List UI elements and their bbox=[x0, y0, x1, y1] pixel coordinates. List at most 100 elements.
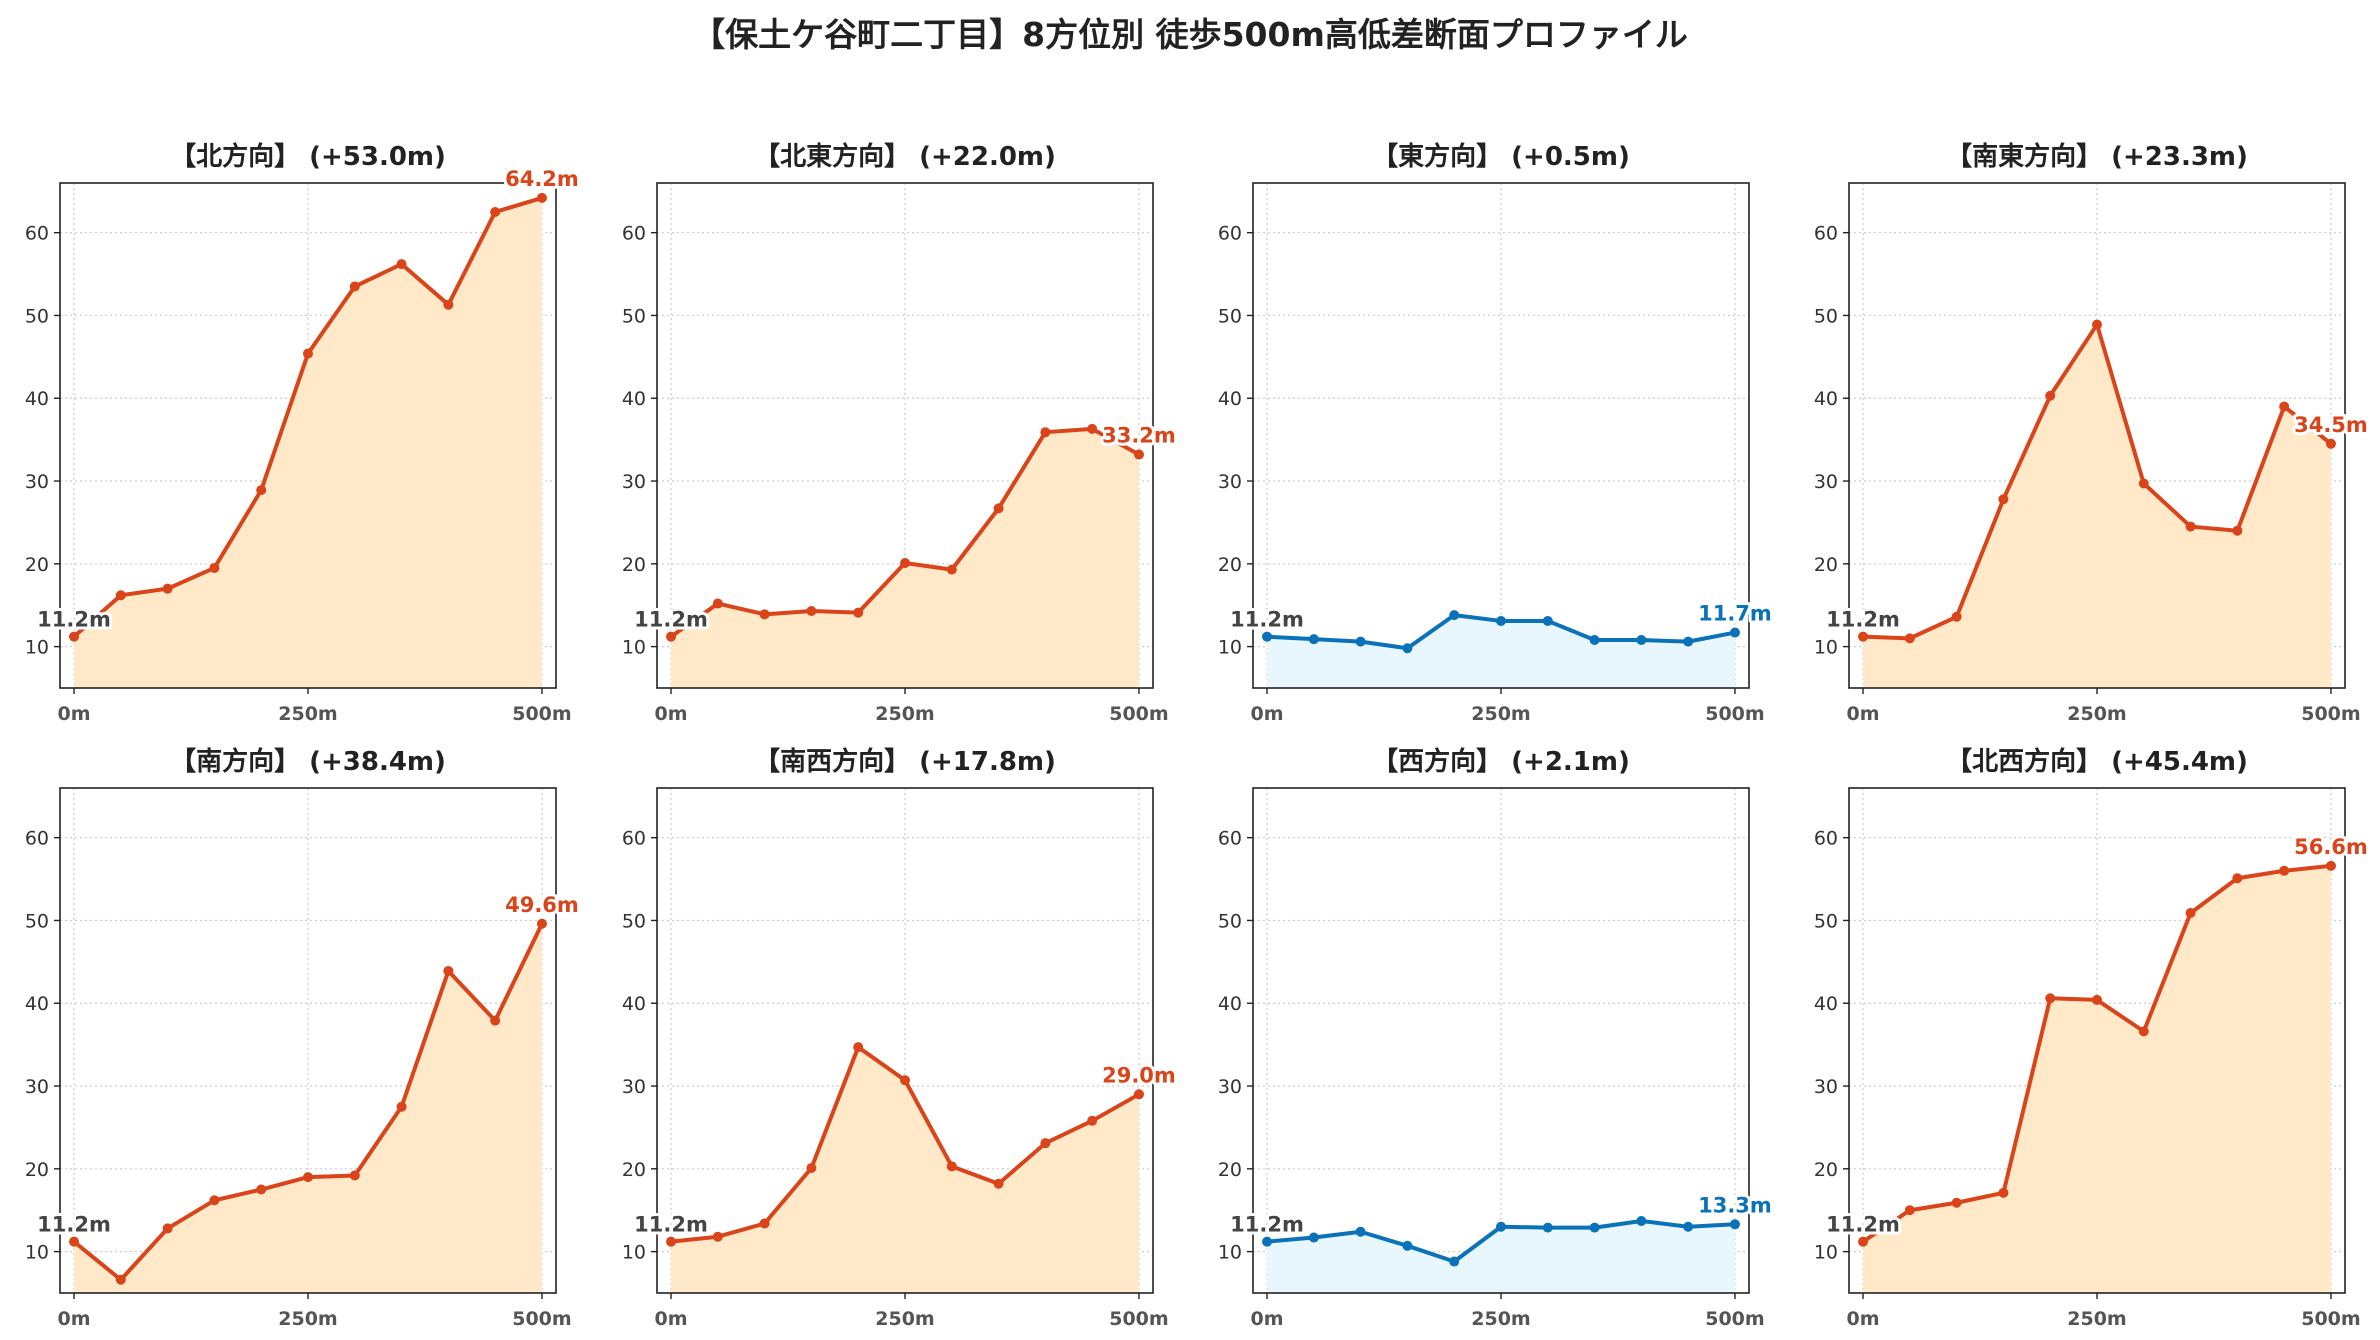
y-tick-label: 50 bbox=[1814, 305, 1838, 327]
y-tick-label: 20 bbox=[1218, 1159, 1242, 1181]
data-point bbox=[2325, 860, 2336, 871]
area-fill bbox=[1863, 324, 2331, 688]
y-tick-label: 30 bbox=[1814, 1076, 1838, 1098]
x-tick-label: 500m bbox=[1109, 1308, 1168, 1330]
chart-panel-4: 【南東方向】 (+23.3m) 10 20 30 40 50 60 0m 250m 500m 11.… bbox=[1814, 141, 2371, 725]
data-point bbox=[1951, 1197, 1962, 1208]
x-tick-label: 500m bbox=[2301, 703, 2360, 725]
area-fill bbox=[74, 197, 542, 688]
y-tick-label: 20 bbox=[1218, 554, 1242, 576]
data-point bbox=[443, 299, 454, 310]
data-point bbox=[2045, 390, 2056, 401]
data-point bbox=[1040, 1138, 1051, 1149]
x-tick-label: 250m bbox=[278, 703, 337, 725]
y-tick-label: 20 bbox=[1814, 554, 1838, 576]
y-tick-label: 60 bbox=[1218, 223, 1242, 245]
data-point bbox=[1636, 634, 1647, 645]
data-point bbox=[900, 1075, 910, 1086]
x-tick-label: 250m bbox=[875, 1308, 934, 1330]
data-point bbox=[1449, 610, 1460, 621]
y-tick-label: 40 bbox=[25, 993, 49, 1015]
start-value-label: 11.2m bbox=[1230, 608, 1304, 632]
y-tick-label: 20 bbox=[622, 554, 646, 576]
data-point bbox=[1998, 1187, 2009, 1198]
x-tick-label: 250m bbox=[2067, 703, 2126, 725]
y-tick-label: 30 bbox=[25, 1076, 49, 1098]
end-value-label: 13.3m bbox=[1698, 1193, 1772, 1217]
data-point bbox=[443, 965, 454, 976]
data-point bbox=[1858, 631, 1869, 642]
panel-title: 【北方向】 (+53.0m) bbox=[170, 141, 446, 172]
y-tick-label: 10 bbox=[1218, 1242, 1242, 1264]
data-point bbox=[1308, 634, 1319, 645]
data-point bbox=[1951, 611, 1962, 622]
chart-panel-7: 【西方向】 (+2.1m) 10 20 30 40 50 60 0m 250m 500m 11.2m… bbox=[1218, 746, 1775, 1330]
data-point bbox=[1998, 494, 2009, 505]
chart-panel-2: 【北東方向】 (+22.0m) 10 20 30 40 50 60 0m 250m 500m 11.… bbox=[622, 141, 1179, 725]
area-fill bbox=[671, 1047, 1139, 1293]
y-tick-label: 50 bbox=[25, 910, 49, 932]
data-point bbox=[993, 1178, 1004, 1189]
start-value-label: 11.2m bbox=[37, 608, 111, 632]
y-tick-label: 20 bbox=[1814, 1159, 1838, 1181]
y-tick-label: 10 bbox=[1814, 1242, 1838, 1264]
y-tick-label: 30 bbox=[622, 1076, 646, 1098]
data-point bbox=[162, 583, 173, 594]
panel-title: 【南東方向】 (+23.3m) bbox=[1946, 141, 2248, 172]
data-point bbox=[1402, 1240, 1413, 1251]
data-point bbox=[490, 1015, 501, 1026]
x-tick-label: 0m bbox=[1251, 1308, 1284, 1330]
chart-panel-3: 【東方向】 (+0.5m) 10 20 30 40 50 60 0m 250m 500m 11.2m… bbox=[1218, 141, 1775, 725]
x-tick-label: 0m bbox=[1847, 1308, 1880, 1330]
area-fill bbox=[1267, 615, 1735, 688]
data-point bbox=[1449, 1256, 1460, 1267]
data-point bbox=[1589, 634, 1600, 645]
data-point bbox=[853, 607, 864, 618]
area-fill bbox=[74, 923, 542, 1293]
data-point bbox=[993, 503, 1004, 514]
data-point bbox=[666, 1236, 677, 1247]
data-point bbox=[1040, 427, 1051, 438]
data-point bbox=[666, 631, 677, 642]
y-tick-label: 50 bbox=[622, 305, 646, 327]
data-point bbox=[115, 1274, 126, 1285]
y-tick-label: 40 bbox=[1814, 388, 1838, 410]
chart-panel-5: 【南方向】 (+38.4m) 10 20 30 40 50 60 0m 250m 500m 11.2… bbox=[25, 746, 582, 1330]
y-tick-label: 10 bbox=[25, 637, 49, 659]
x-tick-label: 250m bbox=[1471, 1308, 1530, 1330]
end-value-label: 11.7m bbox=[1698, 602, 1772, 626]
data-point bbox=[1542, 615, 1553, 626]
x-tick-label: 0m bbox=[1847, 703, 1880, 725]
data-point bbox=[209, 562, 220, 573]
data-point bbox=[1087, 1115, 1098, 1126]
x-tick-label: 500m bbox=[1109, 703, 1168, 725]
chart-panel-8: 【北西方向】 (+45.4m) 10 20 30 40 50 60 0m 250m 500m 11.… bbox=[1814, 746, 2371, 1330]
data-point bbox=[2092, 994, 2102, 1005]
data-point bbox=[759, 609, 770, 620]
x-tick-label: 500m bbox=[1705, 703, 1764, 725]
data-point bbox=[1904, 633, 1915, 644]
start-value-label: 11.2m bbox=[1230, 1213, 1304, 1237]
data-point bbox=[806, 606, 817, 617]
data-point bbox=[256, 485, 267, 496]
data-point bbox=[759, 1218, 770, 1229]
x-tick-label: 250m bbox=[278, 1308, 337, 1330]
x-tick-label: 0m bbox=[655, 703, 688, 725]
data-point bbox=[2232, 873, 2243, 884]
area-fill bbox=[671, 428, 1139, 688]
y-tick-label: 60 bbox=[622, 223, 646, 245]
y-tick-label: 20 bbox=[25, 554, 49, 576]
data-point bbox=[1402, 643, 1413, 654]
area-fill bbox=[1267, 1220, 1735, 1293]
data-point bbox=[209, 1195, 220, 1206]
end-value-label: 49.6m bbox=[505, 893, 579, 917]
y-tick-label: 40 bbox=[1218, 993, 1242, 1015]
panel-title: 【東方向】 (+0.5m) bbox=[1372, 141, 1630, 172]
x-tick-label: 500m bbox=[2301, 1308, 2360, 1330]
data-point bbox=[1133, 1089, 1144, 1100]
y-tick-label: 40 bbox=[1218, 388, 1242, 410]
end-value-label: 64.2m bbox=[505, 167, 579, 191]
panel-title: 【北東方向】 (+22.0m) bbox=[754, 141, 1056, 172]
end-value-label: 34.5m bbox=[2294, 413, 2368, 437]
y-tick-label: 60 bbox=[25, 828, 49, 850]
